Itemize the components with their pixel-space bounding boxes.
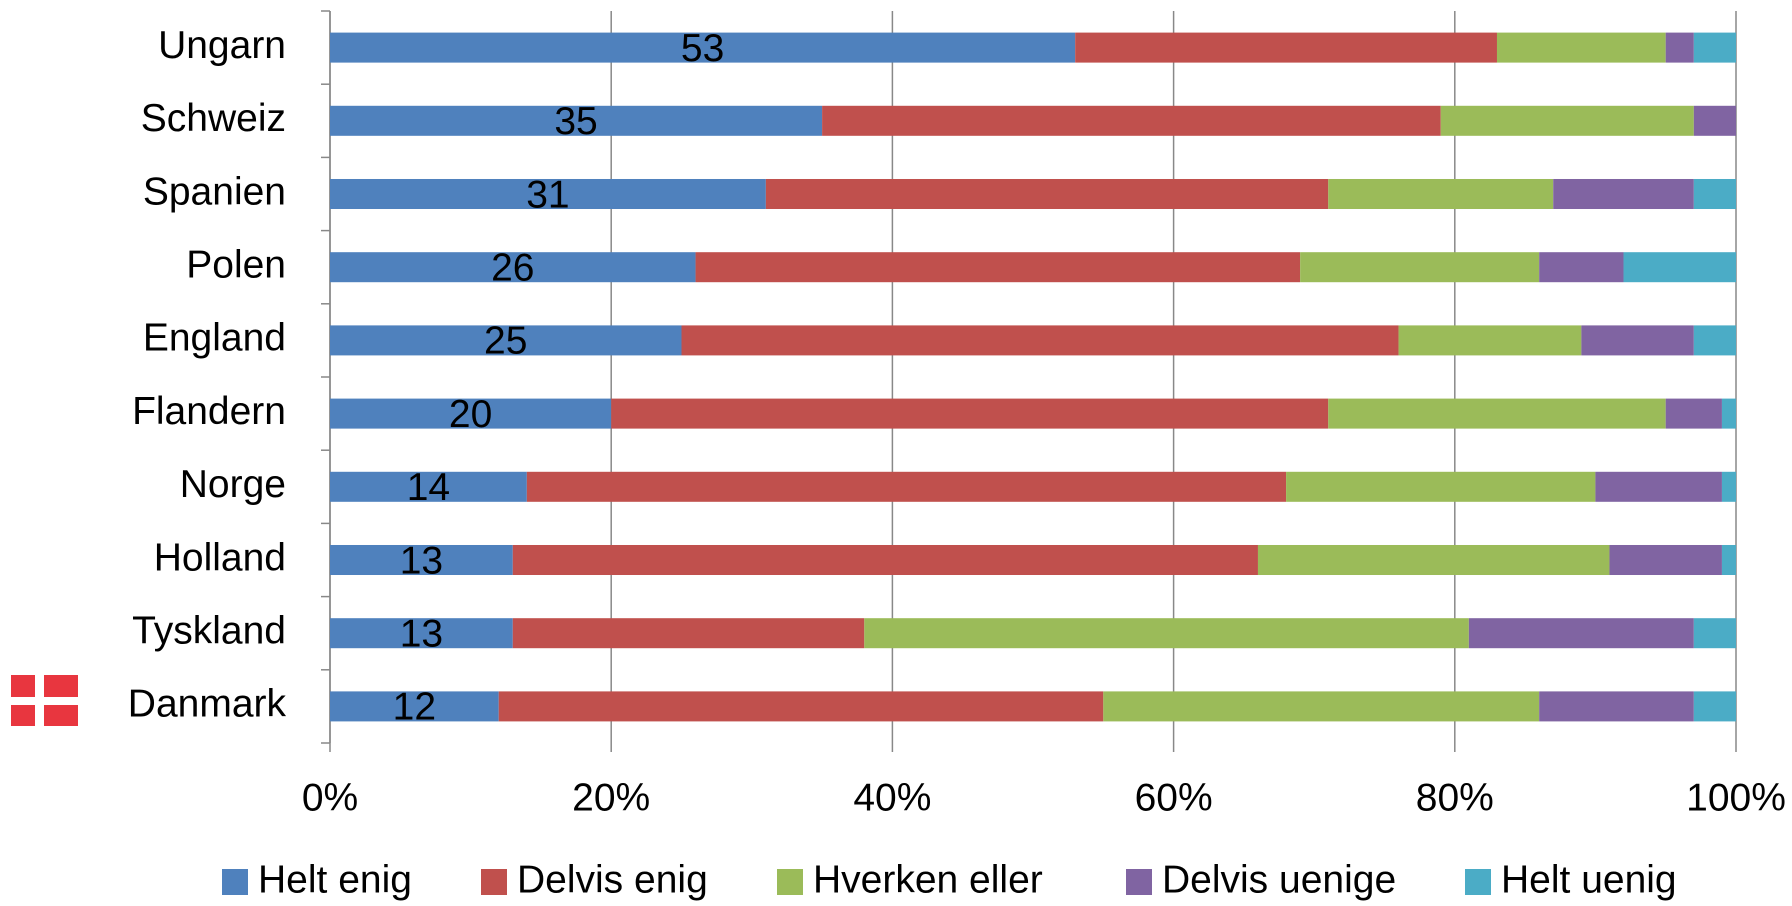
x-tick-label: 40%	[853, 776, 931, 819]
bar-segment	[1539, 252, 1624, 283]
bar-segment	[1721, 471, 1736, 502]
bar-segment	[512, 618, 865, 649]
y-tick-label: Flandern	[132, 390, 286, 433]
data-label: 35	[554, 100, 597, 143]
bar-segment	[330, 32, 1076, 63]
legend-swatch	[1465, 869, 1491, 895]
bar-segment	[1665, 398, 1722, 429]
bar-segment	[1257, 544, 1610, 576]
y-tick-label: England	[143, 317, 286, 360]
bar-segment	[330, 544, 513, 576]
bar-segment	[1075, 32, 1497, 63]
bar-segment	[1539, 691, 1694, 722]
data-label: 53	[681, 27, 724, 70]
bar-segment	[512, 544, 1258, 576]
x-tick-label: 60%	[1135, 776, 1213, 819]
bar-segment	[1665, 32, 1694, 63]
danish-flag	[11, 675, 78, 726]
data-label: 12	[393, 686, 436, 729]
bar-segment	[1496, 32, 1666, 63]
bar-segment	[1581, 325, 1694, 356]
bar-segment	[765, 178, 1329, 210]
y-tick-label: Holland	[154, 536, 286, 579]
bar-segment	[695, 252, 1301, 283]
bar-segment	[526, 471, 1287, 502]
bar-segment	[1440, 105, 1694, 136]
data-label: 26	[491, 246, 534, 289]
bar-segment	[1693, 618, 1736, 649]
bar-segment	[1103, 691, 1540, 722]
data-label: 25	[484, 320, 527, 363]
bar-segment	[1721, 398, 1736, 429]
bar-segment	[330, 398, 612, 429]
bar-segment	[330, 325, 682, 356]
x-tick-label: 0%	[302, 776, 358, 819]
bar-segment	[1286, 471, 1596, 502]
legend-label: Delvis uenige	[1162, 858, 1396, 901]
bar-segment	[1693, 325, 1736, 356]
legend-label: Hverken eller	[813, 858, 1043, 901]
data-label: 20	[449, 393, 492, 436]
y-tick-label: Ungarn	[158, 24, 286, 67]
x-tick-label: 80%	[1416, 776, 1494, 819]
legend-label: Helt enig	[258, 858, 412, 901]
data-label: 31	[526, 173, 569, 216]
y-tick-label: Tyskland	[132, 609, 286, 652]
bar-segment	[1693, 105, 1736, 136]
bar-segment	[1300, 252, 1540, 283]
legend-swatch	[777, 869, 803, 895]
bar-segment	[1468, 618, 1694, 649]
bar-segment	[681, 325, 1399, 356]
data-label: 14	[407, 466, 450, 509]
bar-segment	[1693, 32, 1736, 63]
bar-segment	[1721, 544, 1736, 576]
bar-segment	[864, 618, 1469, 649]
legend-swatch	[1126, 869, 1152, 895]
y-tick-label: Polen	[186, 243, 286, 286]
legend-swatch	[222, 869, 248, 895]
bar-segment	[1398, 325, 1582, 356]
data-label: 13	[400, 612, 443, 655]
y-tick-label: Norge	[180, 463, 286, 506]
bar-segment	[822, 105, 1441, 136]
bar-segment	[330, 691, 499, 722]
bar-segment	[498, 691, 1104, 722]
data-label: 13	[400, 539, 443, 582]
bar-segment	[1595, 471, 1722, 502]
bar-segment	[1693, 178, 1736, 210]
bar-segment	[611, 398, 1329, 429]
legend-swatch	[481, 869, 507, 895]
x-tick-label: 20%	[572, 776, 650, 819]
bar-segment	[330, 471, 527, 502]
bar-segment	[1553, 178, 1694, 210]
bar-segment	[1609, 544, 1722, 576]
bar-segment	[1623, 252, 1736, 283]
bar-segment	[1693, 691, 1736, 722]
flag-cross	[11, 697, 78, 705]
bar-segment	[330, 618, 513, 649]
y-tick-label: Spanien	[143, 170, 286, 213]
legend-label: Helt uenig	[1501, 858, 1677, 901]
legend-label: Delvis enig	[517, 858, 708, 901]
y-tick-label: Schweiz	[141, 97, 286, 140]
bar-segment	[330, 105, 823, 136]
bar-segment	[330, 252, 696, 283]
bar-segment	[1328, 178, 1554, 210]
y-tick-label: Danmark	[128, 683, 287, 726]
x-tick-label: 100%	[1686, 776, 1786, 819]
bar-segment	[330, 178, 766, 210]
bar-segment	[1328, 398, 1666, 429]
